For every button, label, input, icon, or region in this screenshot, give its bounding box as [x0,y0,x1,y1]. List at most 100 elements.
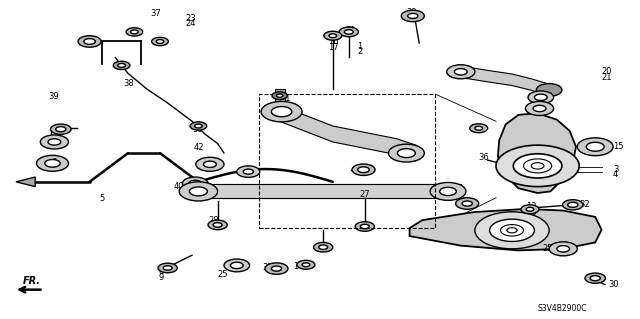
Text: 42: 42 [194,143,204,152]
Circle shape [456,198,479,209]
Text: 15: 15 [613,142,623,151]
Circle shape [358,167,369,173]
Text: 38: 38 [124,79,134,88]
Text: 9: 9 [159,273,164,282]
Circle shape [179,182,218,201]
Text: 8: 8 [159,267,164,276]
Text: 25: 25 [543,244,553,253]
Text: S3V4B2900C: S3V4B2900C [538,304,587,313]
Circle shape [113,61,130,70]
Circle shape [360,224,369,229]
Circle shape [344,30,353,34]
Text: 14: 14 [293,262,303,271]
Polygon shape [410,209,602,250]
Circle shape [189,187,207,196]
Circle shape [490,219,534,241]
Circle shape [513,154,562,178]
Text: 39: 39 [48,92,59,101]
Text: 40: 40 [174,182,184,191]
Circle shape [521,205,539,214]
Circle shape [276,94,283,97]
Text: 21: 21 [602,73,612,82]
Circle shape [190,122,207,130]
Circle shape [271,266,282,271]
Polygon shape [275,89,285,108]
Circle shape [195,124,202,128]
Polygon shape [461,66,547,95]
Circle shape [319,245,328,249]
Circle shape [45,160,60,167]
Circle shape [524,159,552,173]
Circle shape [182,177,208,190]
Text: 27: 27 [360,190,371,199]
Circle shape [158,263,177,273]
Text: 33: 33 [262,263,273,272]
Circle shape [586,142,604,151]
Circle shape [339,27,358,37]
Polygon shape [16,177,35,187]
Text: 10: 10 [538,91,548,100]
Circle shape [454,69,467,75]
Circle shape [507,228,517,233]
Circle shape [78,36,101,47]
Circle shape [126,28,143,36]
Text: 35: 35 [470,124,481,133]
Circle shape [297,260,315,269]
Circle shape [528,91,554,104]
Text: 41: 41 [280,94,291,103]
Text: 23: 23 [186,14,196,23]
Circle shape [156,40,164,43]
Circle shape [470,124,488,133]
Polygon shape [498,113,576,193]
Text: 6: 6 [51,158,56,167]
Text: 38: 38 [192,125,203,134]
Text: 28: 28 [208,216,219,225]
Circle shape [56,127,66,132]
Circle shape [557,246,570,252]
Text: 5: 5 [99,194,104,203]
Text: 32: 32 [579,200,590,209]
Circle shape [271,107,292,117]
Text: 1: 1 [357,42,362,51]
Text: 13: 13 [526,208,537,217]
Text: 36: 36 [479,153,490,162]
Text: 3: 3 [613,165,618,174]
Circle shape [447,65,475,79]
Text: 24: 24 [186,19,196,28]
Circle shape [265,263,288,274]
Circle shape [213,223,222,227]
Circle shape [48,139,61,145]
Circle shape [51,124,71,134]
Text: 31: 31 [346,26,356,35]
Text: 42: 42 [248,167,259,176]
Text: 37: 37 [150,9,161,18]
Circle shape [500,225,524,236]
Circle shape [163,266,172,270]
Circle shape [549,242,577,256]
Text: 7: 7 [48,137,53,146]
Circle shape [352,164,375,175]
Circle shape [534,94,547,100]
Circle shape [40,135,68,149]
Text: 30: 30 [608,280,619,289]
Circle shape [531,163,544,169]
Circle shape [230,262,243,269]
Text: 25: 25 [218,271,228,279]
Text: 26: 26 [364,165,374,174]
Circle shape [152,37,168,46]
Circle shape [525,101,554,115]
Circle shape [196,157,224,171]
Circle shape [118,63,125,67]
Text: 17: 17 [328,43,339,52]
Text: 16: 16 [328,37,339,46]
Circle shape [272,92,287,100]
Circle shape [475,212,549,249]
Circle shape [462,201,472,206]
Polygon shape [275,104,416,161]
Text: 11: 11 [316,245,326,254]
Circle shape [261,101,302,122]
Circle shape [237,166,260,177]
Circle shape [408,13,418,19]
Circle shape [355,222,374,231]
Bar [259,94,435,228]
